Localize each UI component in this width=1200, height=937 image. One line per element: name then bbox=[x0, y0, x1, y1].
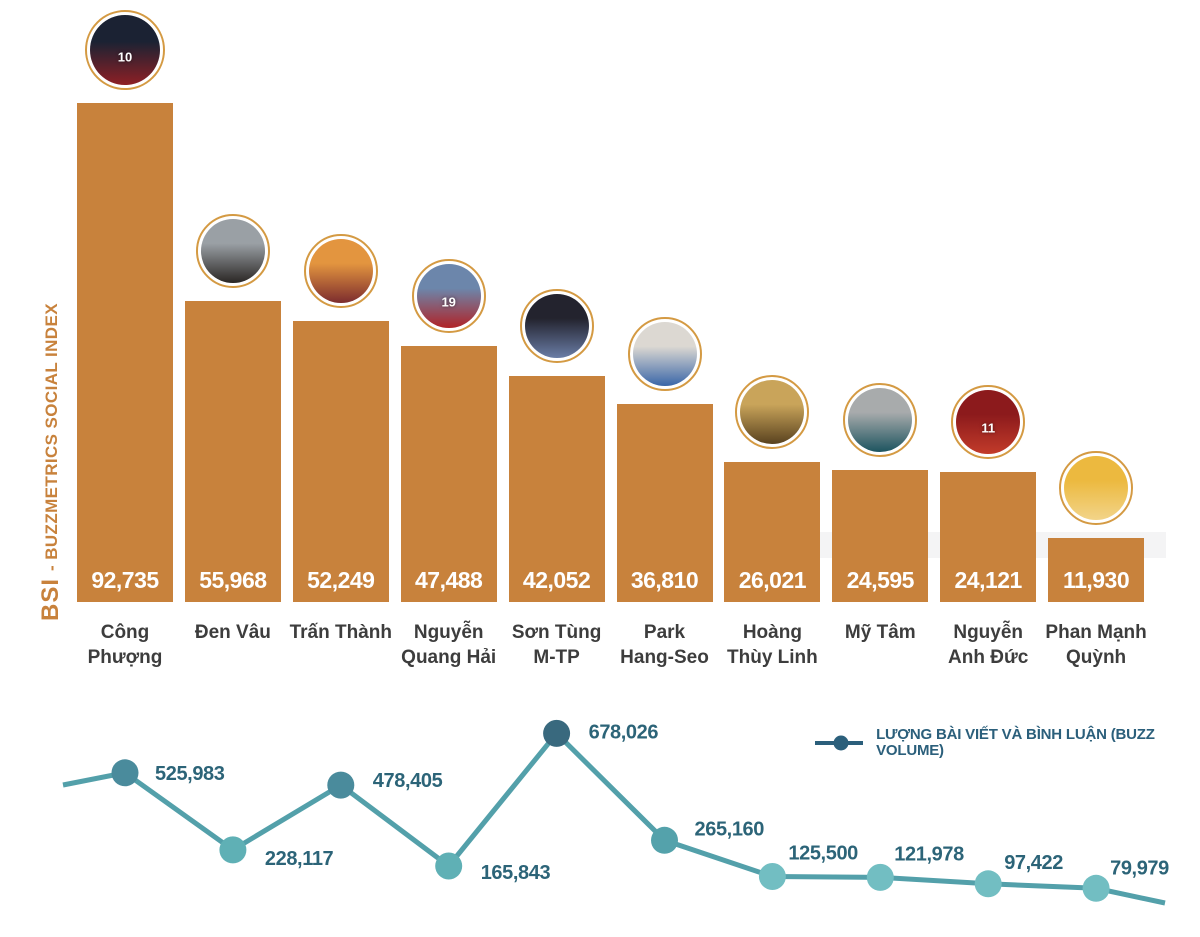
buzz-value-label: 165,843 bbox=[481, 862, 551, 884]
buzz-value-label: 678,026 bbox=[589, 721, 659, 743]
bar-value-label: 92,735 bbox=[91, 567, 159, 593]
buzz-value-label: 97,422 bbox=[1004, 852, 1063, 874]
buzz-volume-line bbox=[62, 729, 1166, 906]
park-hang-seo-portrait-icon bbox=[632, 322, 697, 386]
bsi-bar: 11,930 bbox=[1048, 538, 1145, 602]
buzz-volume-legend: LƯỢNG BÀI VIẾT VÀ BÌNH LUẬN (BUZZ VOLUME… bbox=[815, 727, 1200, 759]
buzz-data-point bbox=[758, 863, 786, 890]
avatar-ring: 11 bbox=[951, 385, 1026, 459]
buzz-value-label: 265,160 bbox=[695, 818, 765, 840]
bar-value-label: 11,930 bbox=[1063, 567, 1130, 593]
legend-line-marker-icon bbox=[815, 735, 864, 751]
jersey-number: 11 bbox=[981, 420, 996, 436]
son-tung-portrait-icon bbox=[524, 294, 589, 358]
phan-manh-quynh-yellow-flowers-icon bbox=[1064, 456, 1129, 520]
buzz-data-point bbox=[974, 870, 1002, 898]
bar-category-label: Hoàng Thùy Linh bbox=[727, 622, 818, 668]
bar-value-label: 24,121 bbox=[954, 567, 1023, 593]
buzz-value-label: 228,117 bbox=[265, 848, 334, 870]
bsi-bar: 24,121 bbox=[940, 472, 1037, 602]
bar-category-label: Đen Vâu bbox=[194, 622, 271, 643]
bsi-bar: 47,488 bbox=[400, 346, 497, 602]
bar-value-label: 36,810 bbox=[630, 567, 699, 593]
buzz-data-point bbox=[543, 719, 571, 747]
bar-value-label: 47,488 bbox=[415, 567, 483, 593]
bar-category-label: Nguyễn Quang Hải bbox=[401, 622, 497, 668]
bsi-bar: 55,968 bbox=[184, 301, 281, 602]
avatar-ring bbox=[195, 214, 270, 288]
avatar-ring bbox=[735, 375, 810, 449]
buzz-value-label: 121,978 bbox=[894, 843, 964, 865]
bsi-bar: 52,249 bbox=[292, 321, 389, 602]
bar-value-label: 52,249 bbox=[307, 567, 375, 593]
buzz-value-label: 79,979 bbox=[1110, 857, 1169, 879]
bar-value-label: 55,968 bbox=[199, 567, 267, 593]
avatar-ring bbox=[519, 289, 594, 363]
avatar-ring bbox=[627, 317, 702, 391]
anh-duc-red-jersey-11-icon: 11 bbox=[956, 390, 1021, 454]
hoang-thuy-linh-poster-icon bbox=[740, 380, 805, 444]
bar-value-label: 42,052 bbox=[522, 567, 591, 593]
avatar-ring bbox=[1059, 451, 1134, 525]
bar-category-label: Mỹ Tâm bbox=[844, 622, 916, 643]
tran-thanh-maroon-suit-icon bbox=[308, 239, 373, 303]
jersey-number: 19 bbox=[441, 294, 456, 310]
bar-category-label: Trấn Thành bbox=[289, 622, 392, 643]
bar-category-label: Nguyễn Anh Đức bbox=[948, 622, 1029, 668]
bar-value-label: 26,021 bbox=[738, 567, 807, 593]
buzz-value-label: 478,405 bbox=[373, 770, 443, 792]
bsi-bar: 42,052 bbox=[508, 376, 605, 602]
avatar-ring: 10 bbox=[85, 10, 165, 90]
bar-category-label: Park Hang-Seo bbox=[620, 622, 709, 668]
buzz-value-label: 125,500 bbox=[788, 843, 858, 865]
avatar-ring: 19 bbox=[411, 259, 486, 333]
buzz-data-point bbox=[435, 852, 463, 880]
avatar-ring bbox=[843, 383, 918, 457]
buzz-data-point bbox=[651, 826, 678, 854]
buzz-data-point bbox=[327, 771, 355, 799]
buzz-value-label: 525,983 bbox=[155, 763, 225, 785]
buzz-data-point bbox=[1082, 874, 1110, 902]
bsi-bar: 36,810 bbox=[616, 404, 713, 602]
bar-value-label: 24,595 bbox=[846, 567, 915, 593]
my-tam-portrait-icon bbox=[848, 388, 913, 452]
bsi-bar: 24,595 bbox=[832, 470, 929, 602]
bar-category-label: Công Phượng bbox=[87, 622, 163, 668]
den-vau-portrait-icon bbox=[200, 219, 265, 283]
legend-label: LƯỢNG BÀI VIẾT VÀ BÌNH LUẬN (BUZZ VOLUME… bbox=[876, 726, 1155, 759]
bar-category-label: Phan Mạnh Quỳnh bbox=[1045, 622, 1147, 668]
bar-category-label: Sơn Tùng M-TP bbox=[511, 622, 602, 668]
buzz-data-point bbox=[111, 759, 139, 787]
jersey-number: 10 bbox=[117, 49, 133, 65]
buzz-data-point bbox=[866, 863, 894, 891]
quang-hai-red-jersey-19-icon: 19 bbox=[416, 264, 481, 328]
bsi-bar: 26,021 bbox=[724, 462, 821, 602]
cong-phuong-red-jersey-10-icon: 10 bbox=[90, 15, 160, 85]
avatar-ring bbox=[303, 234, 378, 308]
bsi-bar: 92,735 bbox=[77, 103, 173, 602]
buzz-data-point bbox=[219, 836, 247, 864]
